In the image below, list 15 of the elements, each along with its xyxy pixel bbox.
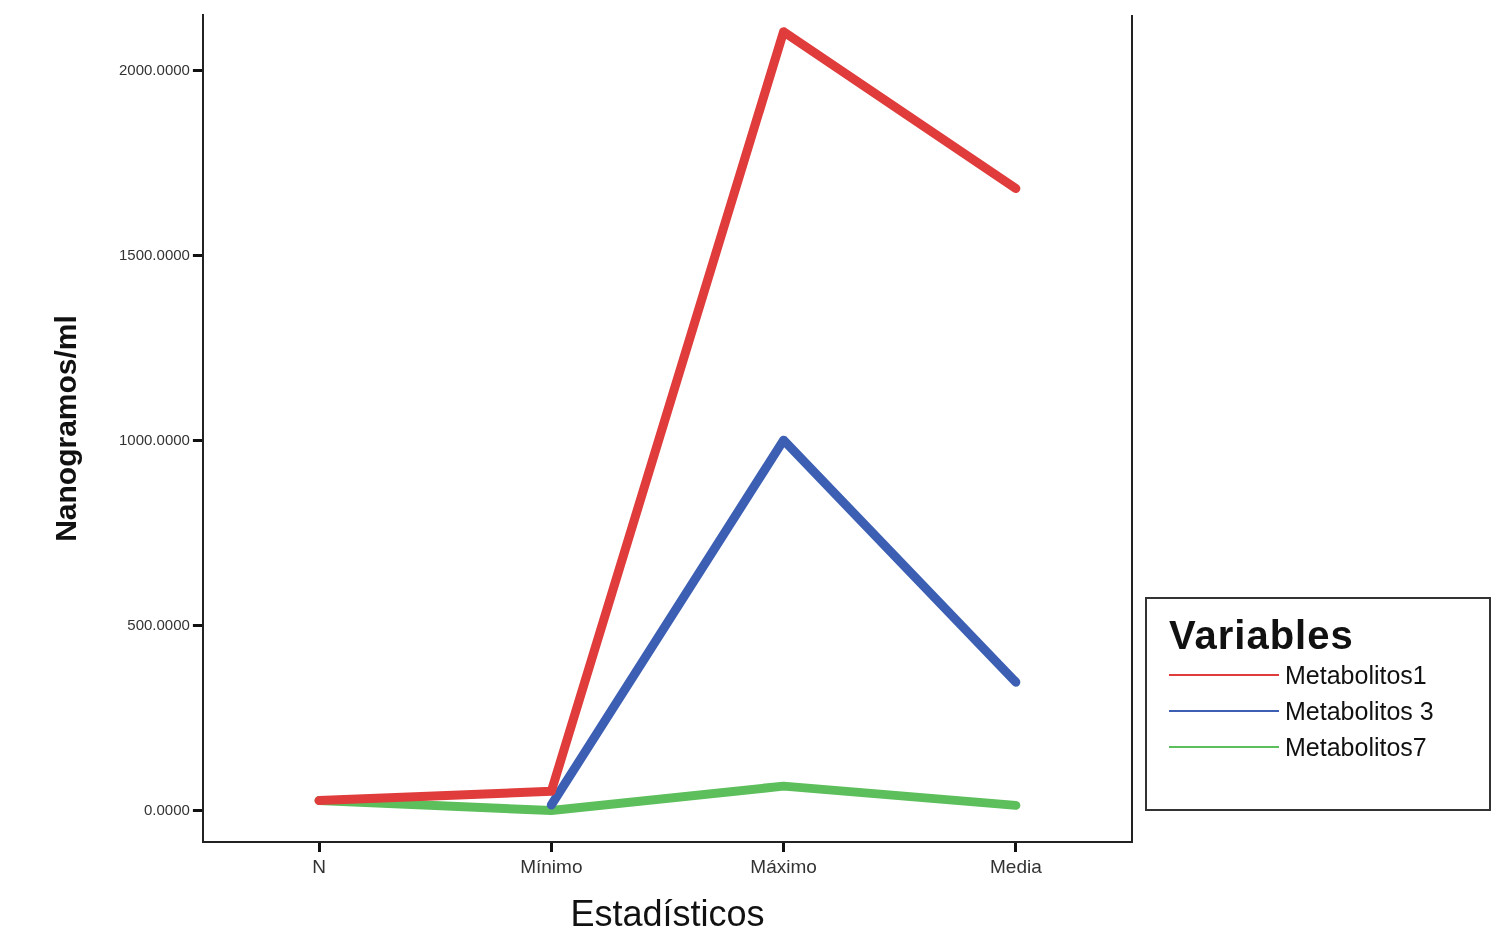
y-tick-label: 1000.0000 [119,430,190,448]
y-tick-label: 0.0000 [144,800,190,818]
legend-title: Variables [1169,613,1355,657]
legend-label: Metabolitos7 [1285,732,1427,762]
x-tick-label: Mínimo [520,855,583,877]
x-tick-label: Media [989,855,1043,877]
y-tick-label: 2000.0000 [119,60,190,78]
x-tick-label: N [312,855,326,877]
y-axis-title: Nanogramos/ml [49,315,83,542]
legend-label: Metabolitos1 [1285,660,1427,690]
legend-label: Metabolitos 3 [1285,696,1434,726]
x-axis-title: Estadísticos [570,893,765,935]
y-tick-label: 500.0000 [127,615,190,633]
y-tick-label: 1500.0000 [119,245,190,263]
x-tick-label: Máximo [750,855,817,877]
